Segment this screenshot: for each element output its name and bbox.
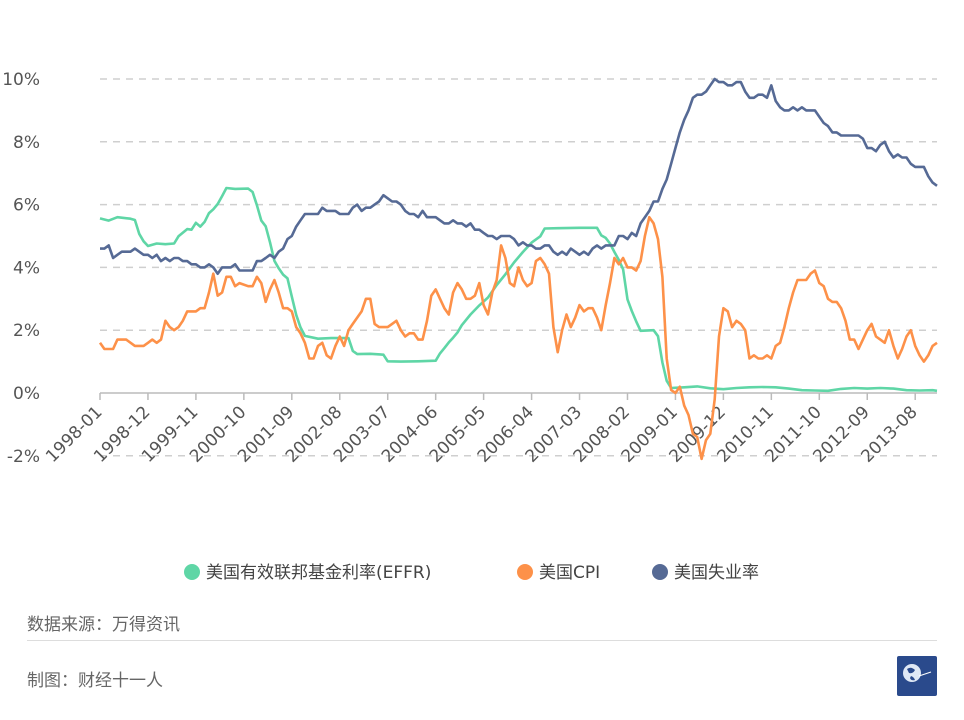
legend-marker xyxy=(652,564,668,580)
legend-label: 美国CPI xyxy=(539,563,600,583)
source-note: 数据来源：万得资讯 xyxy=(27,615,180,635)
legend-marker xyxy=(517,564,533,580)
globe-logo-icon xyxy=(903,664,932,682)
y-tick-label: 0% xyxy=(13,384,40,404)
y-tick-label: -2% xyxy=(7,447,40,467)
series-line-1 xyxy=(99,186,938,393)
credit-note: 制图：财经十一人 xyxy=(27,671,163,691)
y-tick-label: 6% xyxy=(13,196,40,216)
series-line-3 xyxy=(100,77,938,275)
y-tick-label: 8% xyxy=(13,133,40,153)
legend-label: 美国有效联邦基金利率(EFFR) xyxy=(206,563,431,583)
series-line-2 xyxy=(98,215,938,461)
y-tick-label: 4% xyxy=(13,258,40,278)
y-axis: -2% 0% 2% 4% 6% 8% 10% xyxy=(2,70,40,467)
logo xyxy=(897,656,937,696)
divider xyxy=(27,640,937,641)
legend-marker xyxy=(184,564,200,580)
series-lines xyxy=(98,77,938,461)
line-chart: -2%0%2%4%6%8%10% 1998-011998-121999-1120… xyxy=(2,70,938,583)
legend-label: 美国失业率 xyxy=(674,563,759,583)
y-tick-label: 2% xyxy=(13,321,40,341)
legend: 美国有效联邦基金利率(EFFR) 美国CPI 美国失业率 xyxy=(184,563,759,583)
y-tick-label: 10% xyxy=(2,70,40,90)
